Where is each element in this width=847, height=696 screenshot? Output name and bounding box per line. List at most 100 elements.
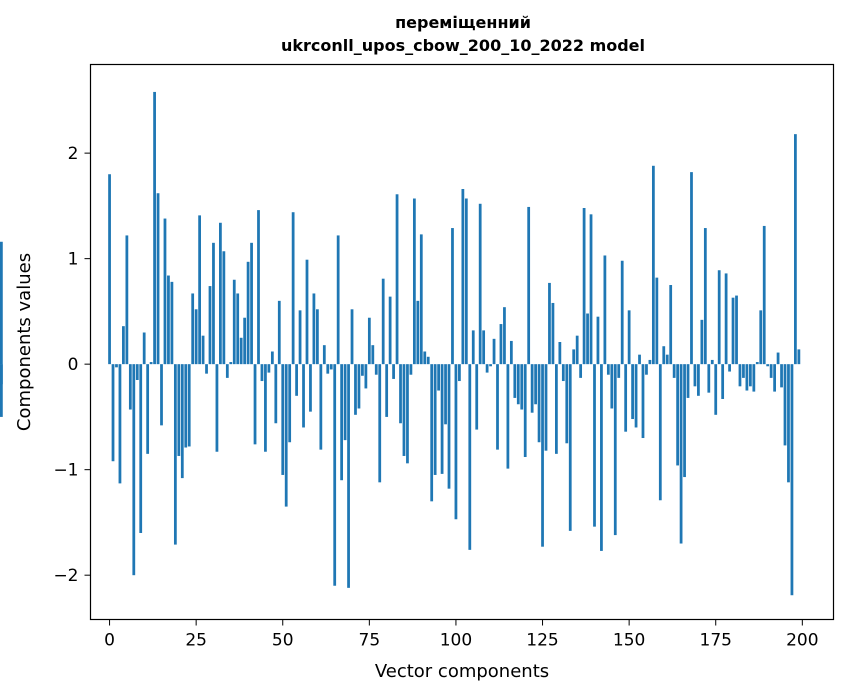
bar (378, 364, 382, 483)
bar (575, 335, 579, 365)
y-axis-label: Components values (14, 253, 35, 431)
bar (648, 359, 652, 365)
bar (423, 351, 427, 365)
bar (142, 332, 146, 365)
bar (551, 302, 555, 365)
y-tick-label: 1 (68, 250, 79, 270)
bar (381, 278, 385, 365)
bar (520, 364, 524, 410)
bar (402, 364, 406, 456)
bar (537, 364, 541, 443)
bar (295, 364, 298, 396)
bar (707, 364, 711, 393)
y-tick-label: −2 (53, 566, 78, 586)
bar (399, 364, 402, 424)
bar (506, 364, 510, 469)
bar-series (0, 91, 801, 596)
bar (627, 310, 631, 365)
bar (638, 354, 641, 365)
x-tick-label: 100 (440, 631, 472, 651)
x-tick-label: 75 (359, 631, 381, 651)
bar (239, 337, 243, 365)
bar (738, 364, 742, 387)
bar (419, 234, 423, 365)
bar (212, 242, 215, 365)
bar (132, 364, 136, 576)
x-tick-label: 25 (185, 631, 207, 651)
bar (482, 330, 486, 365)
bar (790, 364, 794, 596)
bar (561, 364, 565, 382)
bar (125, 235, 129, 365)
bar (776, 352, 780, 365)
bar (225, 364, 229, 378)
bar (797, 349, 801, 365)
bar (565, 364, 569, 444)
bar (780, 364, 783, 388)
x-tick-label: 200 (786, 631, 818, 651)
bar (721, 364, 725, 399)
bar (610, 364, 614, 409)
bar (686, 364, 690, 398)
bar (122, 326, 125, 365)
bar (568, 364, 572, 531)
bar (236, 293, 240, 365)
bar (333, 364, 337, 586)
bar (679, 364, 683, 544)
bar (582, 208, 586, 365)
bar (395, 194, 399, 365)
bar (693, 364, 697, 387)
bar (548, 282, 551, 365)
bar (260, 364, 264, 382)
bar (343, 364, 347, 441)
bar (555, 364, 558, 454)
bar (794, 134, 797, 365)
bar (603, 255, 607, 365)
bar (430, 364, 434, 502)
bar (426, 356, 430, 365)
bar (205, 364, 208, 374)
bar (284, 364, 288, 507)
bar (596, 316, 600, 365)
y-axis-ticks: −2 −1 0 1 2 (53, 144, 91, 586)
bar (173, 364, 177, 545)
x-tick-label: 175 (700, 631, 732, 651)
bar (544, 364, 548, 451)
bar (149, 362, 153, 365)
bar (742, 364, 745, 378)
x-axis-ticks: 0 25 50 75 100 125 150 175 200 (104, 619, 819, 651)
bar (475, 364, 479, 430)
bar (468, 364, 472, 550)
bar (731, 297, 735, 365)
bar (447, 364, 451, 489)
bar (717, 270, 721, 365)
bar (600, 364, 603, 551)
bar (710, 359, 714, 365)
bar (745, 364, 749, 391)
bar (530, 364, 534, 413)
bar (385, 364, 389, 417)
bar (184, 364, 188, 448)
bar (170, 281, 174, 365)
bar (735, 295, 738, 365)
bar (759, 310, 763, 365)
bar (194, 309, 198, 365)
bar (444, 364, 447, 425)
y-tick-label: 0 (68, 355, 79, 375)
bar (748, 364, 752, 387)
bar (558, 342, 562, 365)
bar (464, 198, 468, 365)
bar (108, 174, 111, 365)
bar (198, 215, 201, 365)
bar (111, 364, 115, 462)
bar (606, 364, 610, 375)
bar (329, 364, 333, 370)
bar (658, 364, 662, 501)
bar (0, 364, 3, 417)
bar (191, 293, 195, 365)
chart-title-line-1: переміщенний (395, 13, 531, 32)
bar (115, 364, 118, 368)
bar (298, 310, 302, 365)
bar (274, 364, 278, 424)
